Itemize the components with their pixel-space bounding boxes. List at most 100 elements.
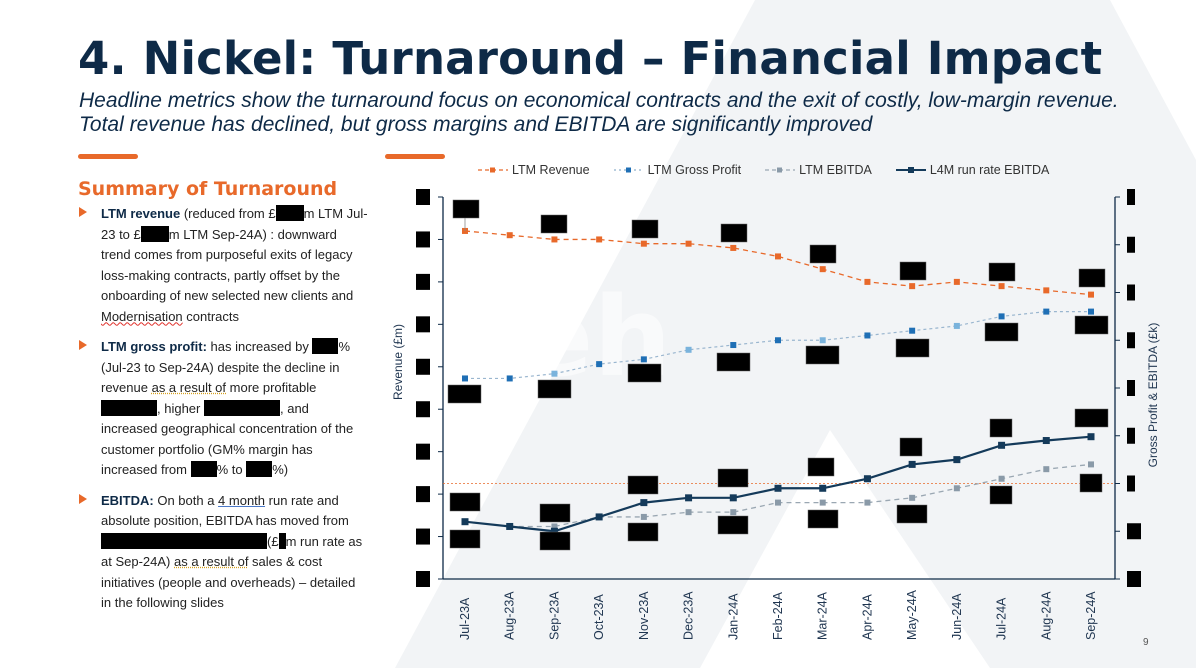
- redaction-box: [140, 225, 169, 242]
- data-point: [640, 499, 648, 507]
- data-point: [863, 475, 871, 483]
- data-point: [864, 278, 871, 285]
- bullet-ltm-revenue: LTM revenue (reduced from £ m LTM Jul-23 …: [78, 204, 368, 327]
- data-label-redacted: [1078, 268, 1106, 288]
- bullet-text: has increased by: [206, 339, 313, 354]
- legend-item-ltm-ebitda: LTM EBITDA: [765, 163, 872, 177]
- data-point: [909, 283, 916, 290]
- y-tick-label-right-redacted: [1127, 236, 1135, 253]
- data-label-redacted: [807, 457, 835, 477]
- data-point: [775, 499, 781, 506]
- data-point: [1087, 433, 1095, 441]
- bullet-text: % to: [216, 462, 247, 477]
- bullet-text-underlined: 4 month: [218, 492, 266, 508]
- bullet-ebitda: EBITDA: On both a 4 month run rate and a…: [78, 491, 368, 614]
- data-label-redacted: [631, 219, 659, 239]
- bullet-text: m LTM Jul-23 to £: [101, 206, 368, 242]
- x-tick-label: Dec-23A: [682, 591, 696, 640]
- data-point: [550, 527, 558, 535]
- y-tick-label-left-redacted: [416, 316, 430, 333]
- data-point: [1043, 466, 1050, 473]
- data-point: [909, 494, 916, 501]
- data-point: [1043, 287, 1050, 294]
- data-label-redacted: [540, 214, 568, 234]
- data-label-redacted: [539, 531, 571, 551]
- data-label-redacted: [449, 492, 481, 512]
- redaction-box: [275, 205, 304, 221]
- data-point: [819, 337, 826, 344]
- data-point: [461, 518, 469, 526]
- data-point: [730, 244, 737, 251]
- legend-swatch-solid-navy-icon: [895, 167, 926, 173]
- summary-panel: Summary of Turnaround LTM revenue (reduc…: [78, 178, 368, 624]
- data-point: [819, 266, 826, 273]
- bullet-text: (reduced from £: [180, 206, 276, 221]
- data-label-redacted: [989, 485, 1013, 505]
- bullet-text-spellcheck: Modernisation: [101, 308, 183, 324]
- data-point: [640, 513, 647, 520]
- y-tick-label-right-redacted: [1127, 284, 1135, 301]
- x-tick-label: Jan-24A: [726, 593, 740, 640]
- y-tick-label-left-redacted: [416, 571, 430, 587]
- bullet-ltm-gross-profit: LTM gross profit: has increased by % (Ju…: [78, 337, 368, 481]
- accent-bar-left: [78, 154, 138, 159]
- bullet-text: sales & cost initiatives (people and ove…: [101, 554, 356, 610]
- bullet-text: (£: [267, 533, 279, 549]
- data-point: [685, 509, 692, 516]
- data-label-redacted: [449, 529, 481, 549]
- data-point: [1042, 437, 1050, 445]
- redaction-box: [203, 399, 280, 416]
- data-point: [998, 313, 1005, 320]
- bullet-text-grammar: as a result of: [151, 380, 227, 395]
- data-point: [864, 332, 871, 339]
- data-point: [1088, 291, 1094, 298]
- data-point: [551, 523, 558, 530]
- redaction-box: [101, 399, 157, 416]
- data-point: [595, 513, 603, 521]
- bullet-arrow-icon: [79, 207, 87, 217]
- data-label-redacted: [627, 522, 659, 542]
- bullet-text: , higher: [157, 400, 204, 416]
- legend-swatch-dashed-grey-icon: [765, 167, 796, 173]
- legend-label: LTM EBITDA: [799, 163, 872, 177]
- data-label-redacted: [1079, 473, 1103, 493]
- bullet-text: more profitable: [226, 380, 317, 395]
- legend-label: LTM Revenue: [512, 163, 590, 177]
- data-point: [685, 346, 692, 353]
- data-label-redacted: [627, 363, 662, 383]
- bullet-text: , and increased geographical concentrati…: [101, 400, 354, 478]
- x-tick-label: Aug-24A: [1039, 591, 1053, 640]
- data-point: [998, 283, 1005, 290]
- y-tick-label-left-redacted: [416, 273, 430, 290]
- data-label-redacted: [1074, 408, 1109, 428]
- data-point: [864, 499, 871, 506]
- bullet-arrow-icon: [79, 340, 87, 350]
- data-label-redacted: [899, 261, 927, 281]
- data-point: [596, 361, 603, 368]
- data-point: [775, 337, 781, 344]
- page-number: 9: [1143, 637, 1149, 648]
- data-point: [640, 356, 647, 363]
- data-label-redacted: [899, 437, 923, 457]
- legend-item-ltm-gross-profit: LTM Gross Profit: [613, 163, 741, 177]
- bullet-text: m run rate as at Sep-24A): [101, 533, 363, 570]
- data-label-redacted: [716, 352, 751, 372]
- y-tick-label-left-redacted: [416, 443, 430, 460]
- bullet-lead: EBITDA:: [101, 492, 154, 508]
- bullet-text: contracts: [182, 308, 240, 324]
- data-label-redacted: [984, 322, 1019, 342]
- data-point: [506, 522, 514, 530]
- legend-label: L4M run rate EBITDA: [929, 163, 1050, 177]
- redaction-box: [312, 338, 339, 354]
- data-point: [998, 441, 1006, 449]
- data-point: [730, 342, 737, 349]
- data-label-redacted: [627, 475, 659, 495]
- x-tick-label: Sep-24A: [1084, 591, 1098, 640]
- data-point: [953, 485, 960, 492]
- y-axis-right-title: Gross Profit & EBITDA (£k): [1146, 323, 1160, 468]
- bullet-text: On both a: [153, 492, 219, 508]
- page-title: 4. Nickel: Turnaround – Financial Impact: [78, 32, 1103, 85]
- y-tick-label-right-redacted: [1127, 189, 1135, 205]
- y-tick-label-right-redacted: [1127, 380, 1135, 396]
- bullet-text-grammar: as a result of: [174, 554, 249, 569]
